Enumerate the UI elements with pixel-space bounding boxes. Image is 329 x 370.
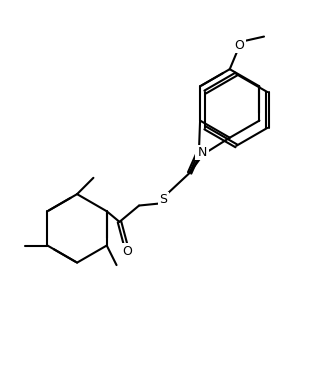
Text: O: O bbox=[235, 39, 244, 52]
Text: O: O bbox=[123, 245, 133, 258]
Text: S: S bbox=[196, 146, 205, 159]
Text: N: N bbox=[198, 146, 208, 159]
Text: S: S bbox=[160, 193, 167, 206]
